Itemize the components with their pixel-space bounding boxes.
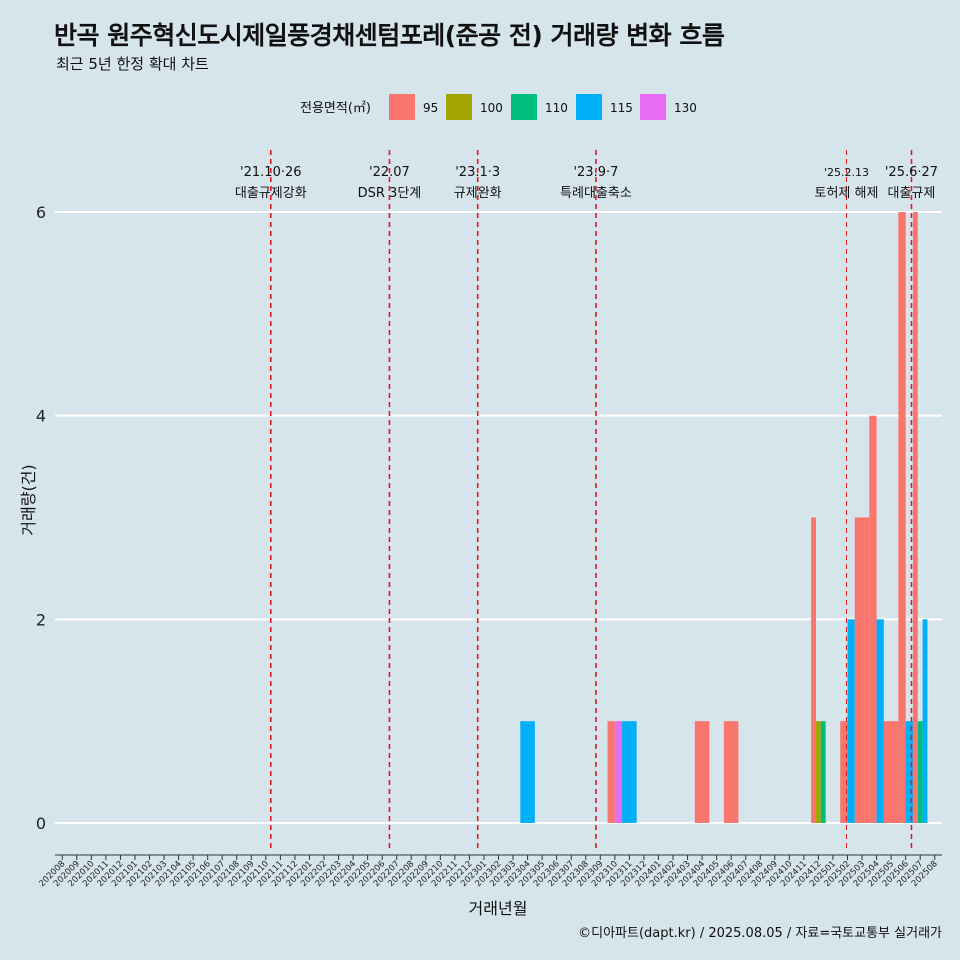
legend-label-115: 115 <box>610 101 633 115</box>
bar-95-202506 <box>898 212 906 823</box>
bar-115-202311 <box>622 721 637 823</box>
legend-swatch-95 <box>389 94 415 120</box>
event-date-2: '22.07 <box>369 165 410 180</box>
y-tick-label-0: 0 <box>36 814 46 833</box>
bar-130-202310 <box>614 721 623 823</box>
bar-110-202507 <box>917 721 923 823</box>
bar-110-202412 <box>820 721 826 823</box>
bar-100-202412 <box>815 721 821 823</box>
bar-95-202310 <box>607 721 615 823</box>
legend-swatch-100 <box>446 94 472 120</box>
legend-label-110: 110 <box>545 101 568 115</box>
event-label-5: 토허제 해제 <box>814 186 878 201</box>
bar-115-202502 <box>847 619 855 823</box>
bar-115-202507 <box>922 619 928 823</box>
axes: 0246202008202009202010202011202012202101… <box>19 203 942 918</box>
event-lines: '21.10·26 대출규제강화 '22.07 DSR 3단계 '23.1·3 규제완화 '… <box>235 150 938 850</box>
legend-swatch-130 <box>640 94 666 120</box>
event-date-4: '23.9·7 <box>573 165 618 180</box>
event-label-1: 대출규제강화 <box>235 186 307 201</box>
bar-95-202502 <box>840 721 848 823</box>
legend-swatch-110 <box>511 94 537 120</box>
legend: 전용면적(㎡) 95 100 110 115 130 <box>300 94 697 120</box>
event-date-3: '23.1·3 <box>455 165 500 180</box>
bar-95-202504 <box>869 415 877 823</box>
chart-subtitle: 최근 5년 한정 확대 차트 <box>56 55 209 73</box>
legend-swatch-115 <box>576 94 602 120</box>
y-tick-label-4: 4 <box>36 407 46 426</box>
source-caption: ©디아파트(dapt.kr) / 2025.08.05 / 자료=국토교통부 실… <box>578 926 942 941</box>
legend-title: 전용면적(㎡) <box>300 101 371 116</box>
event-date-1: '21.10·26 <box>240 165 301 180</box>
legend-label-95: 95 <box>423 101 438 115</box>
bar-95-202503 <box>854 517 870 823</box>
bar-95-202412 <box>811 517 816 823</box>
event-label-4: 특례대출축소 <box>560 186 632 201</box>
event-label-6: 대출규제 <box>888 186 936 201</box>
grid-lines <box>55 211 942 824</box>
y-axis-label: 거래량(건) <box>19 464 38 535</box>
bar-95-202507 <box>912 212 918 823</box>
bars <box>520 212 928 823</box>
bar-95-202406 <box>723 721 739 823</box>
event-date-6: '25.6·27 <box>885 165 938 180</box>
bar-95-202404 <box>694 721 710 823</box>
bar-115-202304 <box>520 721 535 823</box>
bar-115-202504 <box>876 619 884 823</box>
chart-title: 반곡 원주혁신도시제일풍경채센텀포레(준공 전) 거래량 변화 흐름 <box>54 21 725 50</box>
event-label-2: DSR 3단계 <box>358 186 422 201</box>
x-axis-label: 거래년월 <box>469 899 528 918</box>
y-tick-label-6: 6 <box>36 203 46 222</box>
event-label-3: 규제완화 <box>454 186 502 201</box>
y-tick-label-2: 2 <box>36 610 46 629</box>
legend-label-100: 100 <box>480 101 503 115</box>
legend-label-130: 130 <box>674 101 697 115</box>
bar-115-202506 <box>905 721 913 823</box>
event-date-5: '25.2.13 <box>824 166 869 179</box>
bar-95-202505 <box>883 721 899 823</box>
